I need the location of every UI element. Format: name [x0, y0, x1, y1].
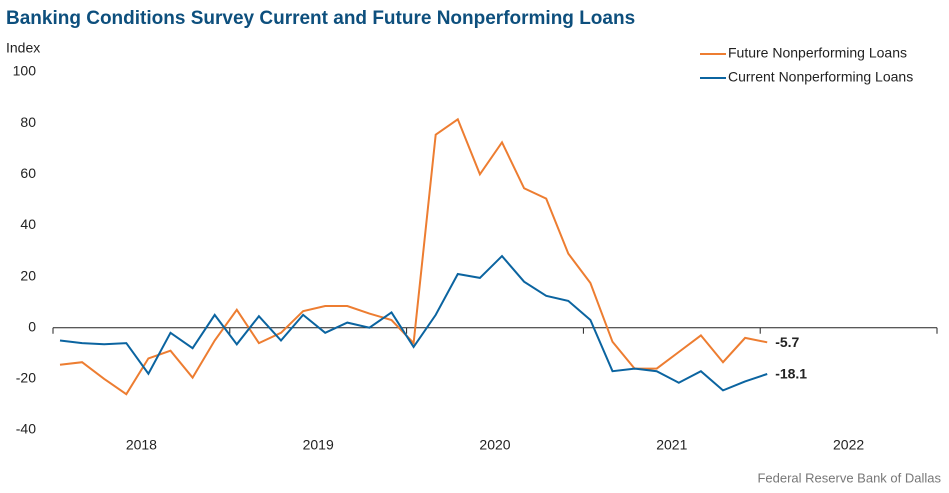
x-tick-label: 2022 [833, 437, 864, 453]
y-tick-label: 100 [13, 63, 37, 79]
legend-label: Current Nonperforming Loans [728, 69, 913, 85]
y-tick-label: 20 [20, 267, 36, 283]
x-tick-label: 2019 [303, 437, 334, 453]
series-line [59, 254, 768, 392]
value-label: -5.7 [775, 334, 799, 350]
source: Federal Reserve Bank of Dallas [757, 470, 941, 485]
y-tick-label: 80 [20, 114, 36, 130]
x-tick-label: 2020 [479, 437, 510, 453]
series-line [59, 117, 768, 396]
y-tick-label: 40 [20, 216, 36, 232]
x-tick-label: 2018 [126, 437, 157, 453]
chart-title: Banking Conditions Survey Current and Fu… [6, 8, 635, 29]
y-axis-label: Index [6, 40, 40, 56]
legend-label: Future Nonperforming Loans [728, 45, 907, 61]
y-tick-label: -40 [16, 421, 36, 437]
value-label: -18.1 [775, 366, 807, 382]
x-tick-label: 2021 [656, 437, 687, 453]
y-tick-label: 60 [20, 165, 36, 181]
y-tick-label: 0 [28, 318, 36, 334]
y-tick-label: -20 [16, 370, 36, 386]
